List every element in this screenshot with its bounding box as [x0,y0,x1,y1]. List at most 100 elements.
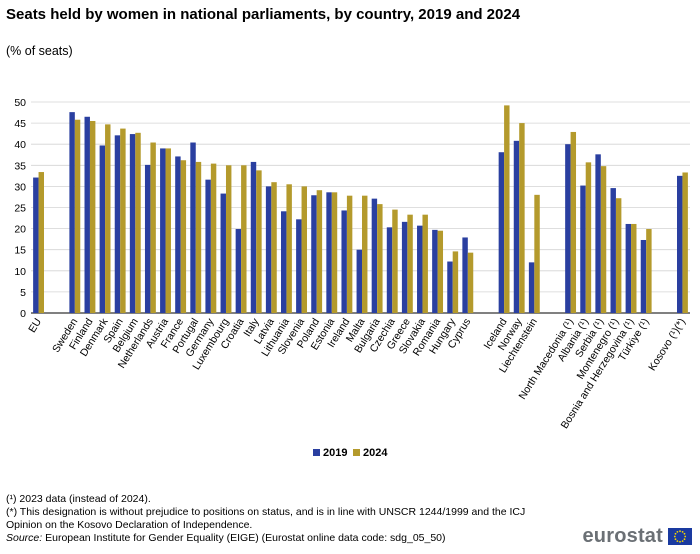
source-text: European Institute for Gender Equality (… [42,532,446,544]
bar-2024 [407,214,413,313]
bar-2024 [534,194,540,313]
bar-2019 [235,229,242,313]
bar-2019 [160,148,166,313]
bar-2019 [69,112,75,313]
x-axis-labels: EU SwedenFinlandDenmarkSpainBelgiumNether… [26,316,688,431]
bar-chart: 0 5 10 15 20 25 30 35 40 45 50 EU SwedenFinlandDenm… [14,97,690,459]
bar-2019 [326,192,332,313]
bar-2019 [528,262,535,313]
y-tick-label: 50 [14,97,26,109]
bar-2019 [205,179,211,313]
bar-2024 [241,165,247,313]
bar-2019 [447,261,453,313]
bar-2024 [570,131,577,313]
bars [33,105,688,314]
y-tick-label: 5 [20,287,26,299]
bar-2019 [99,145,106,313]
bar-2024 [225,165,232,313]
y-tick-label: 45 [14,118,26,130]
bar-2019 [401,221,408,313]
bar-2024 [256,170,262,313]
bar-2024 [346,195,353,313]
y-tick-label: 20 [14,224,26,236]
bar-2024 [301,186,307,313]
bar-2024 [38,172,44,313]
bar-2024 [120,128,126,313]
bar-2019 [129,134,136,313]
bar-2019 [565,144,571,313]
footnotes: (¹) 2023 data (instead of 2024). (*) Thi… [6,493,606,545]
source-label: Source: [6,532,43,544]
bar-2019 [356,249,363,313]
bar-2019 [250,161,257,313]
bar-2019 [296,219,302,313]
bar-2024 [362,195,368,313]
bar-2019 [513,140,520,313]
bar-2024 [286,184,292,313]
bar-2024 [585,162,592,313]
bar-2019 [580,185,586,313]
bar-2019 [144,164,151,313]
bar-2019 [417,225,423,313]
bar-2024 [135,132,141,313]
bar-2019 [84,116,90,314]
bar-2024 [600,166,607,313]
bar-2024 [504,105,510,313]
bar-2019 [190,142,196,313]
bar-2024 [631,223,637,313]
bar-2019 [265,186,272,313]
bar-2024 [210,163,217,313]
y-tick-label: 25 [14,203,26,215]
logo-text: eurostat [582,525,663,547]
chart-title: Seats held by women in national parliame… [6,6,521,23]
y-tick-label: 15 [14,245,26,257]
bar-2024 [392,209,398,313]
bar-2019 [175,156,181,313]
legend-label-2019: 2019 [323,447,347,459]
bar-2019 [386,227,393,313]
bar-2024 [316,190,323,313]
bar-2019 [220,193,226,313]
bar-2019 [432,229,438,313]
chart-subtitle: (% of seats) [6,44,73,58]
bar-2024 [89,120,96,314]
bar-2024 [74,119,81,313]
bar-2019 [677,175,683,313]
y-tick-label: 40 [14,139,26,151]
legend: 2019 2024 [313,447,388,459]
legend-swatch-2019 [313,449,320,456]
bar-2019 [610,188,616,313]
bar-2019 [341,210,347,313]
bar-2024 [271,182,277,313]
bar-2024 [105,124,111,314]
y-tick-label: 0 [20,308,26,320]
bar-2019 [498,152,505,313]
bar-2019 [281,211,287,313]
x-tick-label: Kosovo (¹)(*) [646,316,688,373]
bar-2024 [150,142,156,313]
footnote-3: Opinion on the Kosovo Declaration of Ind… [6,519,253,531]
y-axis-ticks: 0 5 10 15 20 25 30 35 40 45 50 [14,97,26,320]
bar-2024 [422,214,428,313]
y-tick-label: 30 [14,181,26,193]
eurostat-logo: eurostat [582,525,692,548]
footnote-2: (*) This designation is without prejudic… [6,506,526,518]
bar-2019 [114,135,121,313]
bar-2019 [371,198,378,313]
x-tick-label: EU [26,316,44,335]
bar-2024 [165,148,171,313]
bar-2024 [615,198,622,313]
bar-2024 [452,251,459,313]
bar-2024 [437,230,444,313]
bar-2019 [33,177,39,313]
footnote-1: (¹) 2023 data (instead of 2024). [6,493,151,505]
legend-label-2024: 2024 [363,447,388,459]
bar-2019 [640,239,647,313]
bar-2024 [377,204,383,313]
bar-2024 [180,160,187,313]
y-tick-label: 35 [14,160,26,172]
y-tick-label: 10 [14,266,26,278]
bar-2019 [625,223,632,313]
source-line: Source: European Institute for Gender Eq… [6,532,606,545]
bar-2024 [467,252,474,313]
